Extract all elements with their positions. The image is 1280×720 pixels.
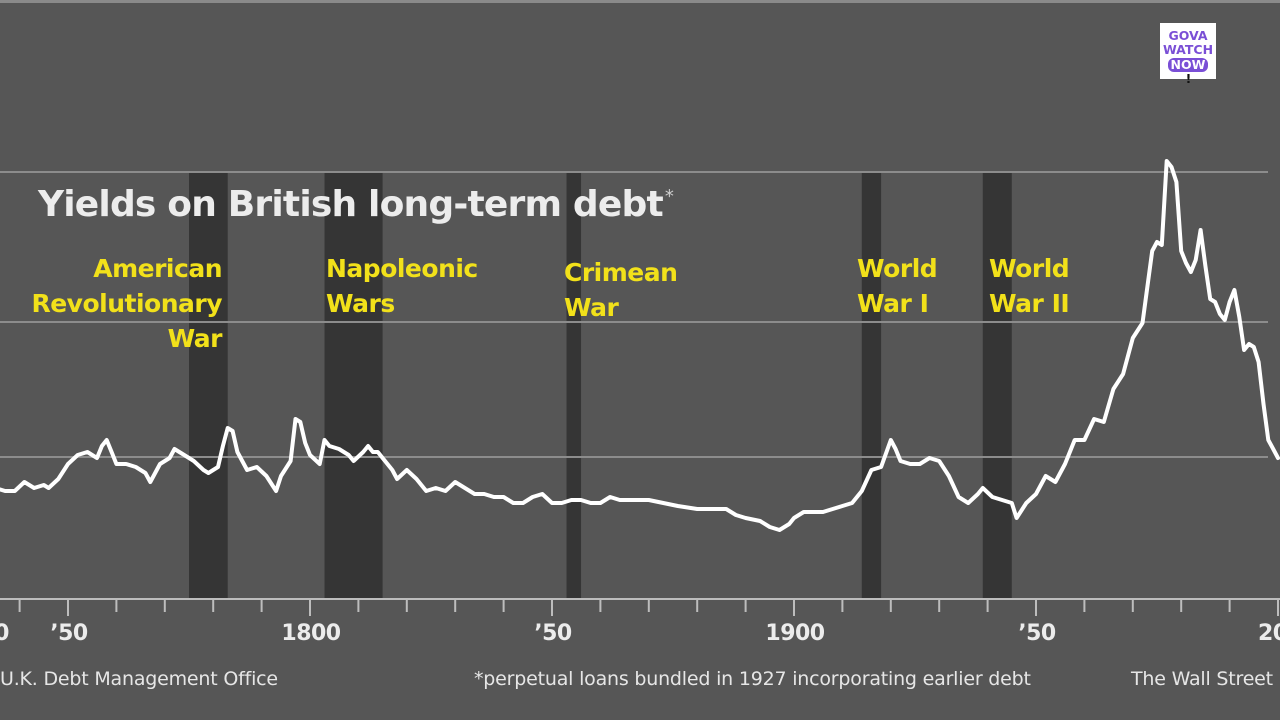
- tick-label-1800: 1800: [281, 621, 341, 646]
- footnote: *perpetual loans bundled in 1927 incorpo…: [474, 668, 1031, 690]
- tick-label-1950: ’50: [1018, 621, 1056, 646]
- top-border: [0, 0, 1280, 3]
- tick-label-1750: ’50: [50, 621, 88, 646]
- gridlines: [0, 171, 1268, 458]
- war-band-crimean: [566, 172, 582, 598]
- war-label-crimean: Crimean War: [564, 258, 678, 322]
- yield-line: [0, 159, 1280, 532]
- x-axis: [0, 598, 1280, 616]
- war-band-napoleonic: [324, 172, 383, 598]
- title-footnote-marker: *: [664, 186, 674, 207]
- war-label-napoleonic: Napoleonic Wars: [326, 254, 478, 318]
- source-note: U.K. Debt Management Office: [0, 668, 278, 690]
- war-label-american: American Revolutionary War: [31, 254, 222, 353]
- war-bands: [189, 172, 1012, 598]
- war-band-ww1: [861, 172, 882, 598]
- tick-label-2000: 200: [1258, 621, 1280, 646]
- tick-label-1850: ’50: [534, 621, 572, 646]
- chart-title: Yields on British long-term debt *: [38, 184, 674, 225]
- credit: The Wall Street: [1131, 668, 1273, 690]
- war-band-ww2: [982, 172, 1012, 598]
- tick-label-1700: 0: [0, 621, 9, 646]
- watermark-logo: GOVA WATCH NOW!: [1160, 23, 1216, 86]
- war-label-ww2: World War II: [989, 254, 1070, 318]
- war-label-ww1: World War I: [857, 254, 938, 318]
- war-band-american: [189, 172, 228, 598]
- tick-label-1900: 1900: [765, 621, 825, 646]
